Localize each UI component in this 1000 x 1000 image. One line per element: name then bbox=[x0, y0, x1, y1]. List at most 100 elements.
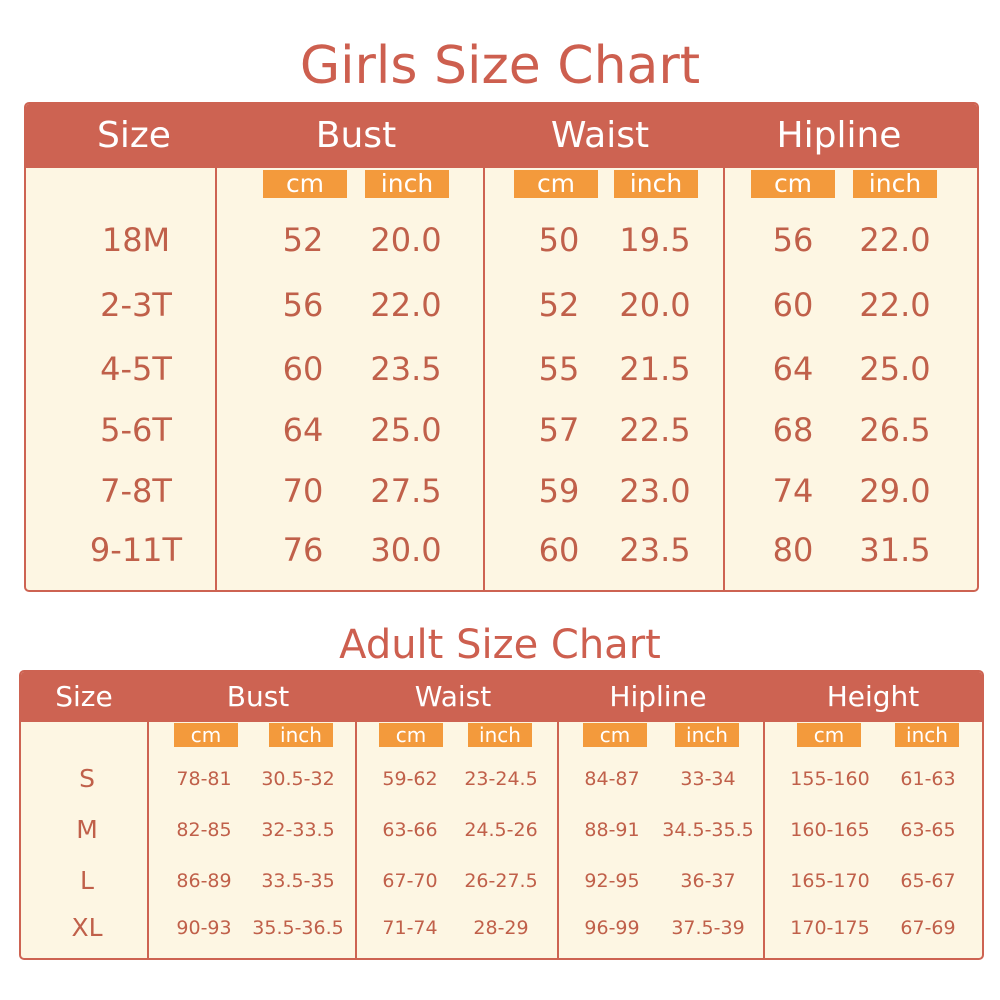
adult-measurement-cell: 59-62 bbox=[382, 768, 438, 790]
adult-measurement-cell: 33.5-35 bbox=[261, 870, 335, 892]
adult-size-table: Size Bust Waist Hipline Height cm inch cm inch cm… bbox=[19, 670, 984, 960]
adult-measurement-cell: 23-24.5 bbox=[464, 768, 538, 790]
girls-measurement-cell: 22.5 bbox=[619, 411, 691, 449]
adult-measurement-cell: 155-160 bbox=[790, 768, 870, 790]
girls-unit-badge: inch bbox=[853, 170, 937, 198]
girls-measurement-cell: 57 bbox=[538, 411, 580, 449]
girls-size-label: 7-8T bbox=[100, 472, 172, 510]
adult-size-label: S bbox=[79, 764, 95, 793]
adult-size-label: M bbox=[76, 815, 98, 844]
girls-header-hipline: Hipline bbox=[776, 115, 902, 156]
adult-measurement-cell: 160-165 bbox=[790, 819, 870, 841]
adult-header-bust: Bust bbox=[226, 680, 290, 713]
girls-measurement-cell: 31.5 bbox=[859, 531, 931, 569]
girls-measurement-cell: 59 bbox=[538, 472, 580, 510]
adult-column-divider bbox=[147, 722, 149, 958]
adult-measurement-cell: 35.5-36.5 bbox=[252, 917, 344, 939]
girls-measurement-cell: 22.0 bbox=[859, 286, 931, 324]
adult-measurement-cell: 67-69 bbox=[900, 917, 956, 939]
adult-unit-badge: inch bbox=[895, 723, 959, 747]
girls-measurement-cell: 60 bbox=[772, 286, 814, 324]
girls-size-chart-title: Girls Size Chart bbox=[299, 36, 701, 96]
adult-measurement-cell: 82-85 bbox=[176, 819, 232, 841]
girls-measurement-cell: 68 bbox=[772, 411, 814, 449]
girls-unit-badge: cm bbox=[514, 170, 598, 198]
girls-size-label: 5-6T bbox=[100, 411, 172, 449]
girls-measurement-cell: 29.0 bbox=[859, 472, 931, 510]
girls-header-size: Size bbox=[97, 115, 171, 156]
girls-measurement-cell: 23.5 bbox=[619, 531, 691, 569]
adult-header-bar bbox=[21, 672, 982, 722]
adult-measurement-cell: 84-87 bbox=[584, 768, 640, 790]
adult-unit-badge: cm bbox=[583, 723, 647, 747]
girls-measurement-cell: 80 bbox=[772, 531, 814, 569]
adult-measurement-cell: 67-70 bbox=[382, 870, 438, 892]
girls-unit-badge: inch bbox=[614, 170, 698, 198]
girls-measurement-cell: 23.5 bbox=[370, 350, 442, 388]
girls-measurement-cell: 60 bbox=[538, 531, 580, 569]
adult-unit-badge: inch bbox=[468, 723, 532, 747]
adult-measurement-cell: 37.5-39 bbox=[671, 917, 745, 939]
girls-header-waist: Waist bbox=[550, 115, 650, 156]
adult-measurement-cell: 26-27.5 bbox=[464, 870, 538, 892]
girls-measurement-cell: 26.5 bbox=[859, 411, 931, 449]
adult-measurement-cell: 28-29 bbox=[473, 917, 529, 939]
adult-measurement-cell: 88-91 bbox=[584, 819, 640, 841]
adult-measurement-cell: 92-95 bbox=[584, 870, 640, 892]
girls-header-bar bbox=[26, 104, 977, 168]
girls-measurement-cell: 20.0 bbox=[619, 286, 691, 324]
adult-size-chart-title: Adult Size Chart bbox=[339, 622, 661, 668]
adult-unit-badge: inch bbox=[675, 723, 739, 747]
adult-measurement-cell: 24.5-26 bbox=[464, 819, 538, 841]
adult-column-divider bbox=[355, 722, 357, 958]
girls-unit-badge: cm bbox=[263, 170, 347, 198]
girls-header-bust: Bust bbox=[315, 115, 397, 156]
adult-measurement-cell: 65-67 bbox=[900, 870, 956, 892]
adult-measurement-cell: 86-89 bbox=[176, 870, 232, 892]
girls-measurement-cell: 50 bbox=[538, 221, 580, 259]
girls-measurement-cell: 30.0 bbox=[370, 531, 442, 569]
girls-measurement-cell: 20.0 bbox=[370, 221, 442, 259]
adult-measurement-cell: 30.5-32 bbox=[261, 768, 335, 790]
girls-measurement-cell: 64 bbox=[282, 411, 324, 449]
girls-measurement-cell: 52 bbox=[538, 286, 580, 324]
girls-size-label: 2-3T bbox=[100, 286, 172, 324]
adult-measurement-cell: 61-63 bbox=[900, 768, 956, 790]
girls-size-label: 4-5T bbox=[100, 350, 172, 388]
adult-column-divider bbox=[763, 722, 765, 958]
adult-unit-badge: cm bbox=[379, 723, 443, 747]
girls-unit-badge: inch bbox=[365, 170, 449, 198]
adult-measurement-cell: 63-65 bbox=[900, 819, 956, 841]
adult-unit-badge: cm bbox=[174, 723, 238, 747]
girls-measurement-cell: 25.0 bbox=[370, 411, 442, 449]
adult-measurement-cell: 90-93 bbox=[176, 917, 232, 939]
adult-unit-badge: inch bbox=[269, 723, 333, 747]
girls-measurement-cell: 55 bbox=[538, 350, 580, 388]
girls-column-divider bbox=[483, 168, 485, 590]
girls-measurement-cell: 76 bbox=[282, 531, 324, 569]
adult-measurement-cell: 71-74 bbox=[382, 917, 438, 939]
girls-measurement-cell: 25.0 bbox=[859, 350, 931, 388]
girls-measurement-cell: 64 bbox=[772, 350, 814, 388]
girls-measurement-cell: 74 bbox=[772, 472, 814, 510]
girls-measurement-cell: 56 bbox=[772, 221, 814, 259]
girls-measurement-cell: 21.5 bbox=[619, 350, 691, 388]
girls-unit-badge: cm bbox=[751, 170, 835, 198]
adult-header-height: Height bbox=[826, 680, 920, 713]
adult-header-size: Size bbox=[55, 680, 113, 713]
girls-size-label: 9-11T bbox=[89, 531, 183, 569]
adult-column-divider bbox=[557, 722, 559, 958]
girls-measurement-cell: 19.5 bbox=[619, 221, 691, 259]
girls-measurement-cell: 22.0 bbox=[370, 286, 442, 324]
girls-measurement-cell: 60 bbox=[282, 350, 324, 388]
adult-header-waist: Waist bbox=[414, 680, 492, 713]
girls-size-table: Size Bust Waist Hipline cm inch cm inch cm inch 18… bbox=[24, 102, 979, 592]
adult-size-label: XL bbox=[71, 913, 103, 942]
adult-measurement-cell: 63-66 bbox=[382, 819, 438, 841]
girls-measurement-cell: 70 bbox=[282, 472, 324, 510]
adult-header-hipline: Hipline bbox=[609, 680, 707, 713]
girls-measurement-cell: 52 bbox=[282, 221, 324, 259]
adult-measurement-cell: 170-175 bbox=[790, 917, 870, 939]
adult-measurement-cell: 96-99 bbox=[584, 917, 640, 939]
adult-measurement-cell: 33-34 bbox=[680, 768, 736, 790]
